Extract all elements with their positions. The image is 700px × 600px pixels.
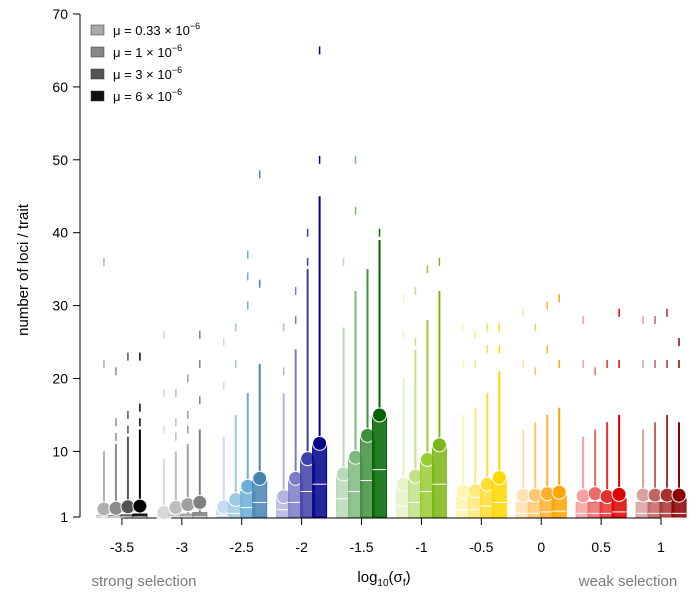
mean-point [431,437,447,453]
y-tick-label: 1 [60,509,68,525]
weak-selection-note: weak selection [578,573,677,590]
y-axis: 1 10 20 30 40 50 60 70 [52,6,81,525]
y-tick-label: 30 [52,298,68,314]
x-tick-label: -2.5 [230,539,254,555]
selection-group [575,308,627,518]
legend-swatch [90,68,105,80]
legend-swatch [90,90,105,102]
x-tick-label: 0.5 [591,539,611,555]
y-tick-label: 40 [52,225,68,241]
box [312,443,328,518]
selection-group [635,308,687,518]
x-tick-label: -3.5 [110,539,134,555]
y-tick-label: 10 [52,443,68,459]
selection-group [395,257,447,518]
box [491,480,507,518]
y-tick-label: 20 [52,370,68,386]
box [192,512,208,518]
x-tick-label: 0 [537,539,545,555]
x-tick-label: -1.5 [349,539,373,555]
x-tick-label: 1 [657,539,665,555]
box [431,443,447,518]
x-tick-label: -3 [176,539,189,555]
x-tick-label: -1 [415,539,428,555]
x-axis: -3.5 -3 -2.5 -2 -1.5 -1 -0.5 0 0.5 1 [110,517,665,555]
strong-selection-note: strong selection [91,573,196,590]
legend-swatch [90,46,105,58]
legend-swatch [90,24,105,36]
mean-point [252,470,268,486]
box [252,480,268,518]
mean-point [671,487,687,503]
selection-group [156,330,208,521]
y-tick-label: 50 [52,152,68,168]
x-axis-label: log10(σf) [357,569,410,589]
legend-label: μ = 1 × 10−6 [113,43,182,60]
selection-group [276,46,328,518]
box [372,414,388,518]
selection-group [515,294,567,518]
y-axis-label: number of loci / trait [15,203,32,336]
y-tick-label: 70 [52,6,68,22]
selection-group [216,170,268,518]
legend-label: μ = 6 × 10−6 [113,87,182,104]
selection-group [96,257,148,519]
mean-point [611,486,627,502]
selection-group [336,155,388,518]
x-tick-label: -2 [295,539,308,555]
selection-group [455,323,507,518]
mean-point [491,470,507,486]
legend-label: μ = 0.33 × 10−6 [113,21,200,38]
mean-point [551,484,567,500]
y-tick-label: 60 [52,79,68,95]
mean-point [372,407,388,423]
plot-area [96,46,687,521]
legend-label: μ = 3 × 10−6 [113,65,182,82]
mean-point [192,494,208,510]
x-tick-label: -0.5 [469,539,493,555]
mean-point [132,498,148,514]
legend: μ = 0.33 × 10−6 μ = 1 × 10−6 μ = 3 × 10−6 μ… [90,21,200,104]
mean-point [312,435,328,451]
